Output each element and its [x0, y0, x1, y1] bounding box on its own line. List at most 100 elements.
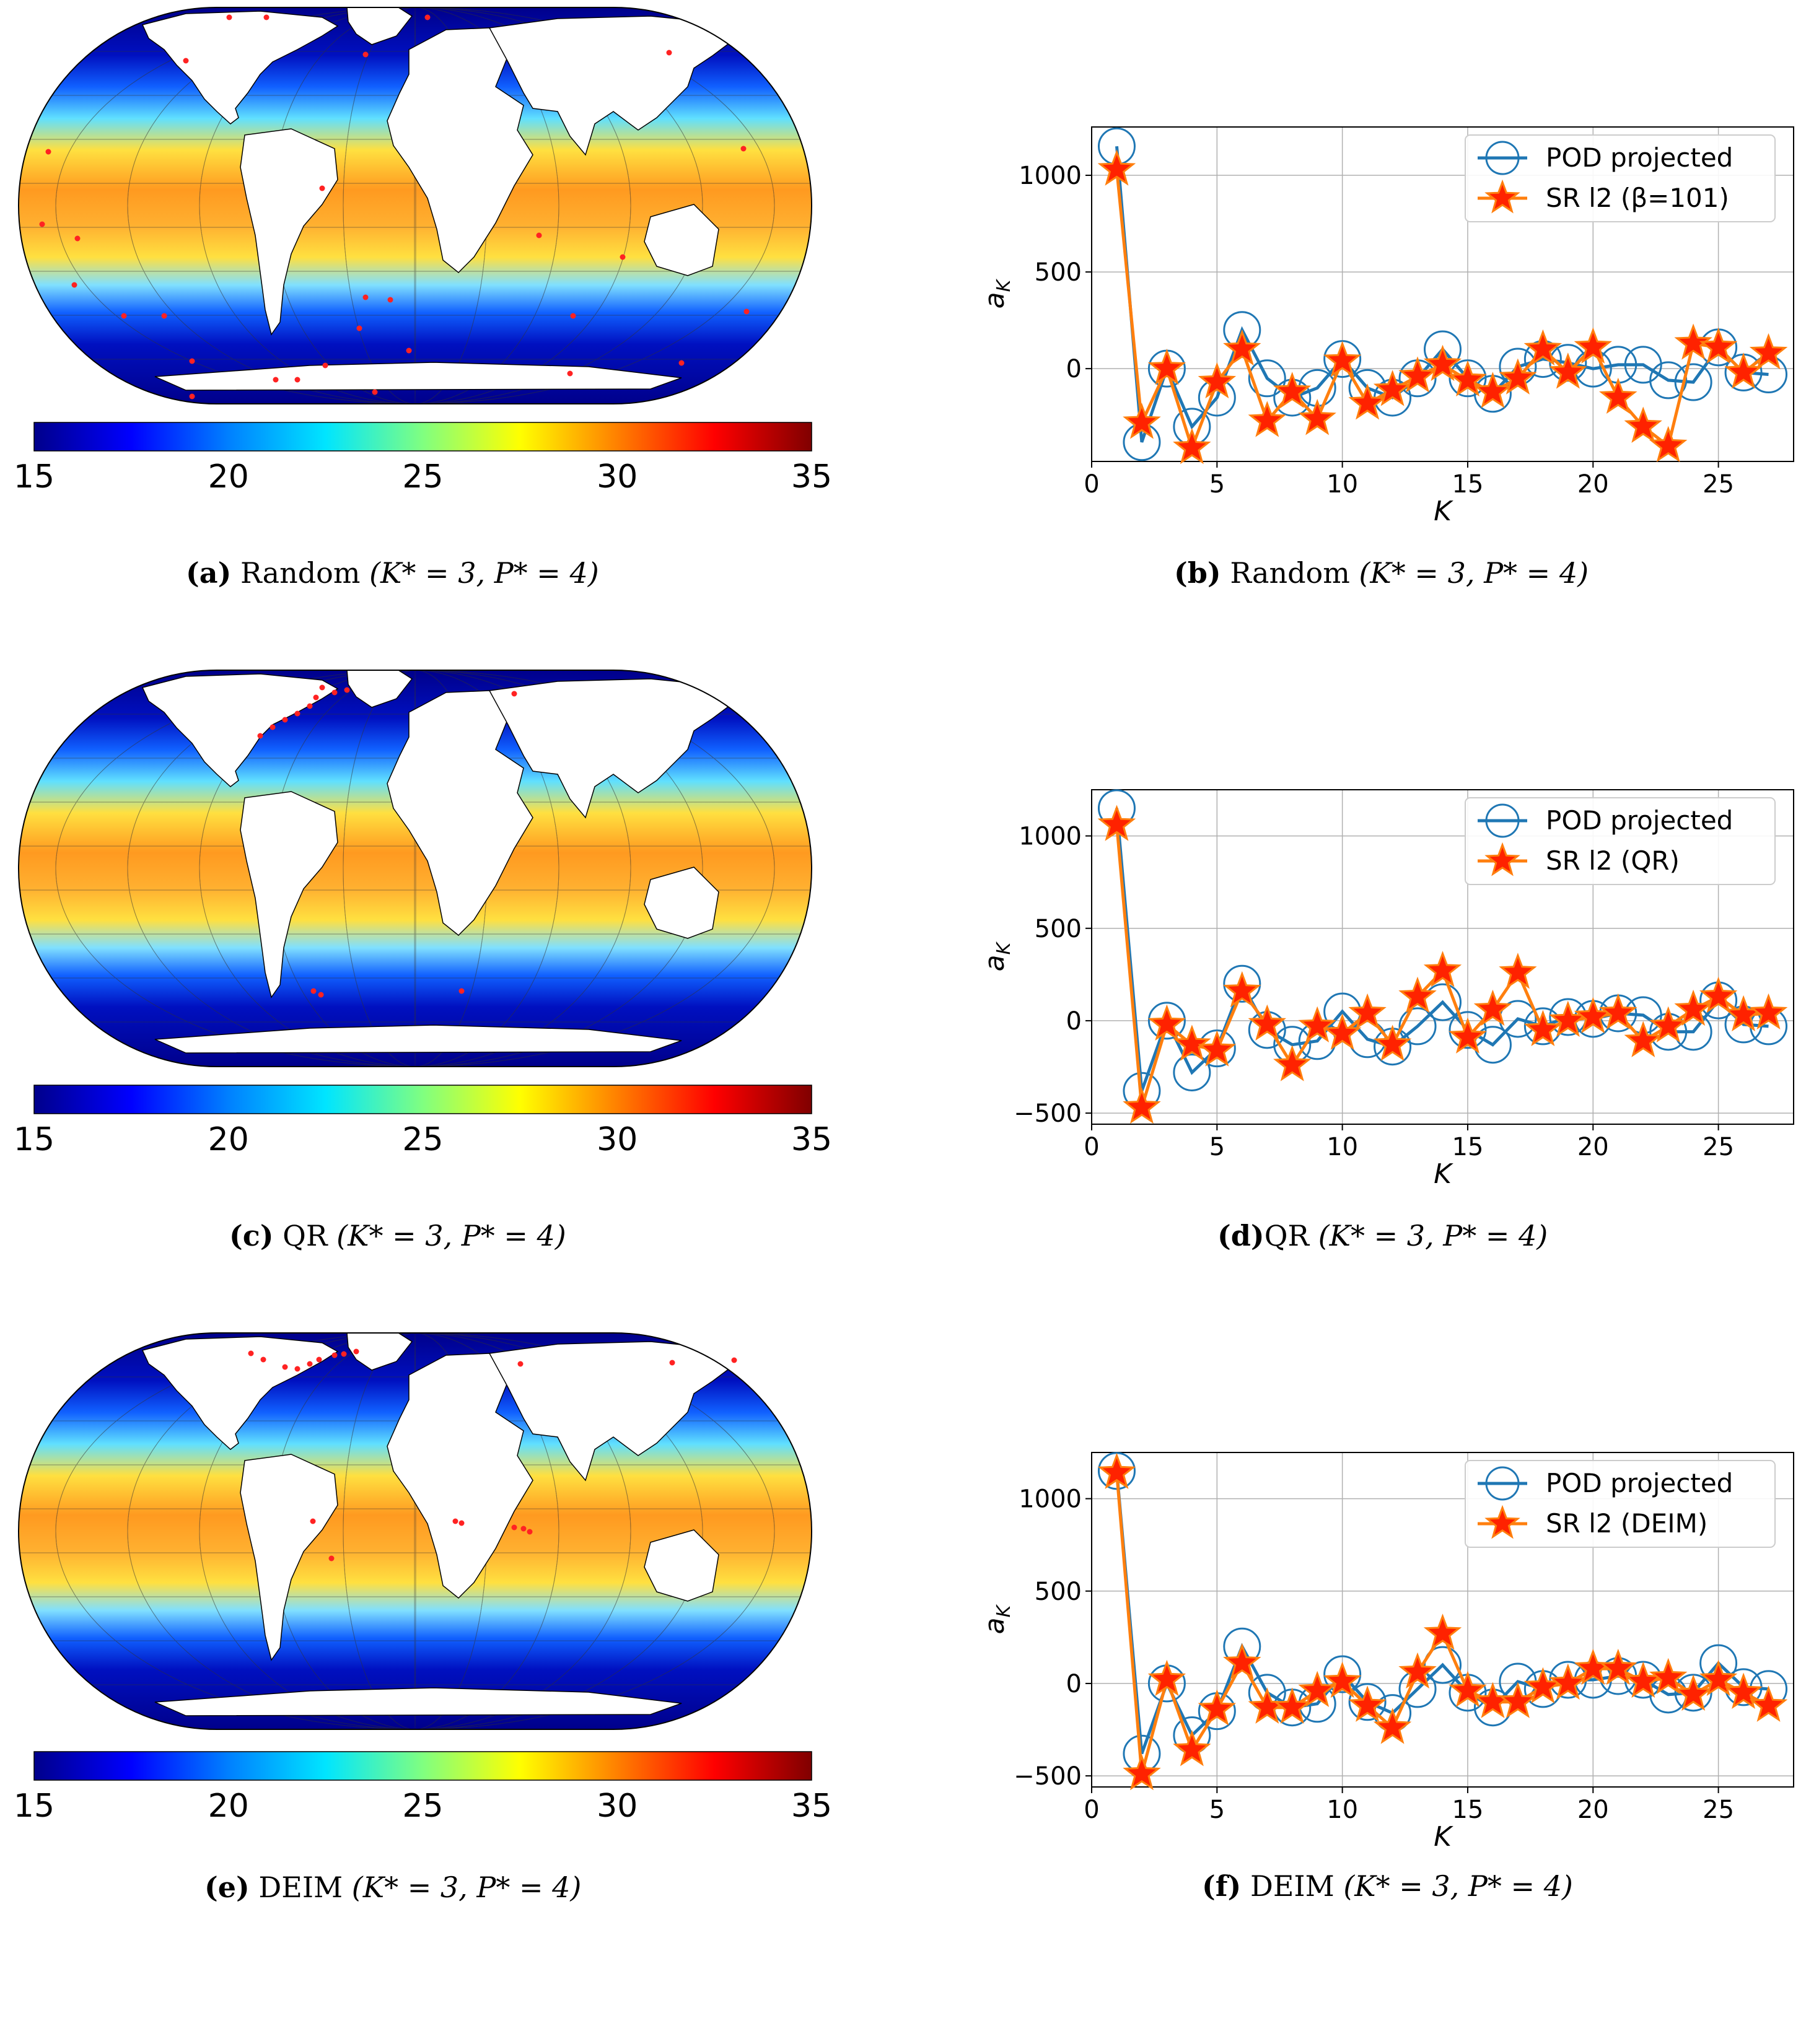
- sr-point: [1499, 358, 1537, 395]
- sr-point: [1549, 352, 1587, 389]
- sr-point: [1724, 1672, 1763, 1709]
- graticule: [19, 7, 812, 404]
- legend-swatch-sr-marker: [1484, 1505, 1520, 1539]
- map-area: [19, 670, 812, 1067]
- sensor-point: [45, 149, 51, 155]
- caption-a: (a) Random (K* = 3, P* = 4): [186, 556, 599, 590]
- sensor-point: [452, 1518, 458, 1524]
- sr-point: [1273, 1045, 1312, 1081]
- sr-point: [1574, 327, 1612, 364]
- coefficients-chart-random: 0 5 10 15 20 25 0 500 1000 KaK POD projected SR l2 …: [979, 126, 1794, 527]
- pod-point: [1449, 1011, 1487, 1049]
- legend-label-pod: POD projected: [1546, 805, 1733, 836]
- sr-point: [1599, 993, 1637, 1030]
- x-tick-label: 0: [1084, 1133, 1099, 1161]
- legend-label-sr: SR l2 (DEIM): [1546, 1508, 1707, 1539]
- sensor-point: [282, 1364, 288, 1370]
- sensor-point: [458, 1520, 465, 1526]
- sensor-point: [669, 1360, 675, 1366]
- colorbar-tick-label: 15: [14, 1788, 55, 1825]
- sensor-point: [294, 1366, 300, 1372]
- sr-point: [1097, 1452, 1136, 1489]
- sensor-point: [740, 146, 747, 152]
- x-axis-label: K: [1434, 496, 1453, 527]
- sr-point: [1348, 383, 1387, 420]
- sr-point: [1423, 951, 1462, 987]
- sensor-point: [248, 1350, 254, 1356]
- pod-point: [1674, 363, 1712, 401]
- sensor-point: [71, 282, 77, 288]
- x-tick-label: 20: [1577, 1796, 1609, 1824]
- sr-point: [1699, 976, 1738, 1013]
- sensor-point: [328, 1555, 335, 1561]
- landmass-2: [240, 1454, 338, 1661]
- sr-point: [1473, 372, 1512, 408]
- y-tick-label: 0: [1066, 1007, 1082, 1036]
- caption-e: (e) DEIM (K* = 3, P* = 4): [204, 1871, 582, 1904]
- pod-point: [1649, 361, 1688, 400]
- sr-point: [1298, 1671, 1336, 1707]
- map-panel-e: 15 20 25 30 35 (e) DEIM (K* = 3, P* = 4): [0, 1326, 867, 1945]
- landmass-5: [644, 1529, 719, 1602]
- caption-f: (f) DEIM (K* = 3, P* = 4): [1202, 1869, 1573, 1903]
- pod-point: [1147, 1002, 1186, 1040]
- sensor-point: [161, 313, 167, 319]
- y-axis-label: aK: [979, 1604, 1015, 1634]
- sensor-point: [356, 325, 362, 331]
- sr-point: [1123, 1087, 1161, 1124]
- legend-label-sr: SR l2 (β=101): [1546, 183, 1729, 213]
- x-tick-label: 5: [1209, 1796, 1225, 1824]
- sensor-point: [666, 50, 672, 56]
- sr-point: [1248, 1004, 1286, 1041]
- sr-point: [1323, 1013, 1362, 1050]
- sr-point: [1674, 323, 1712, 360]
- map-area: [19, 1333, 812, 1729]
- legend: POD projected SR l2 (QR): [1465, 797, 1776, 885]
- sensor-point: [319, 684, 325, 691]
- y-tick-label: −500: [1014, 1762, 1082, 1791]
- sr-point: [1649, 1006, 1688, 1042]
- x-tick-label: 5: [1209, 1133, 1225, 1161]
- pod-point: [1624, 346, 1662, 384]
- pod-point: [1348, 1683, 1387, 1721]
- sr-point: [1599, 377, 1637, 414]
- colorbar-tick-label: 30: [597, 458, 638, 496]
- sr-point: [1323, 341, 1362, 377]
- sensor-point: [226, 14, 232, 20]
- colorbar-tick-label: 30: [597, 1121, 638, 1158]
- sensor-point: [121, 313, 127, 319]
- sensor-point: [344, 687, 350, 693]
- globe-outline: [18, 1332, 812, 1730]
- sensor-point: [318, 992, 324, 998]
- sensor-point: [620, 254, 626, 260]
- legend-swatch-sr-marker: [1484, 179, 1520, 214]
- sr-point: [1298, 399, 1336, 435]
- sr-point: [1624, 1021, 1662, 1057]
- sr-point: [1173, 1024, 1211, 1061]
- sr-point: [1123, 403, 1161, 439]
- sensor-point: [362, 51, 369, 58]
- plot-frame: [1091, 126, 1794, 462]
- colorbar: [33, 1751, 812, 1781]
- sensor-point: [406, 347, 412, 354]
- landmass-3: [387, 1353, 533, 1599]
- x-tick-label: 15: [1452, 1796, 1484, 1824]
- sr-point: [1423, 1614, 1462, 1650]
- sensor-point: [263, 14, 270, 20]
- x-tick-label: 5: [1209, 470, 1225, 499]
- sr-point: [1323, 1661, 1362, 1698]
- sr-point: [1173, 1730, 1211, 1767]
- pod-point: [1323, 340, 1362, 378]
- x-tick-label: 25: [1703, 1796, 1734, 1824]
- sr-point: [1674, 989, 1712, 1026]
- colorbar-tick-label: 35: [791, 1788, 832, 1825]
- colorbar-tick-label: 20: [208, 1788, 249, 1825]
- y-tick-label: 1000: [1019, 1485, 1082, 1514]
- legend-swatch-pod-marker: [1485, 141, 1520, 175]
- sr-point: [1373, 1024, 1412, 1061]
- sensor-point: [307, 1361, 313, 1367]
- caption-b: (b) Random (K* = 3, P* = 4): [1174, 556, 1589, 590]
- sst-map-qr: 15 20 25 30 35: [14, 670, 832, 1158]
